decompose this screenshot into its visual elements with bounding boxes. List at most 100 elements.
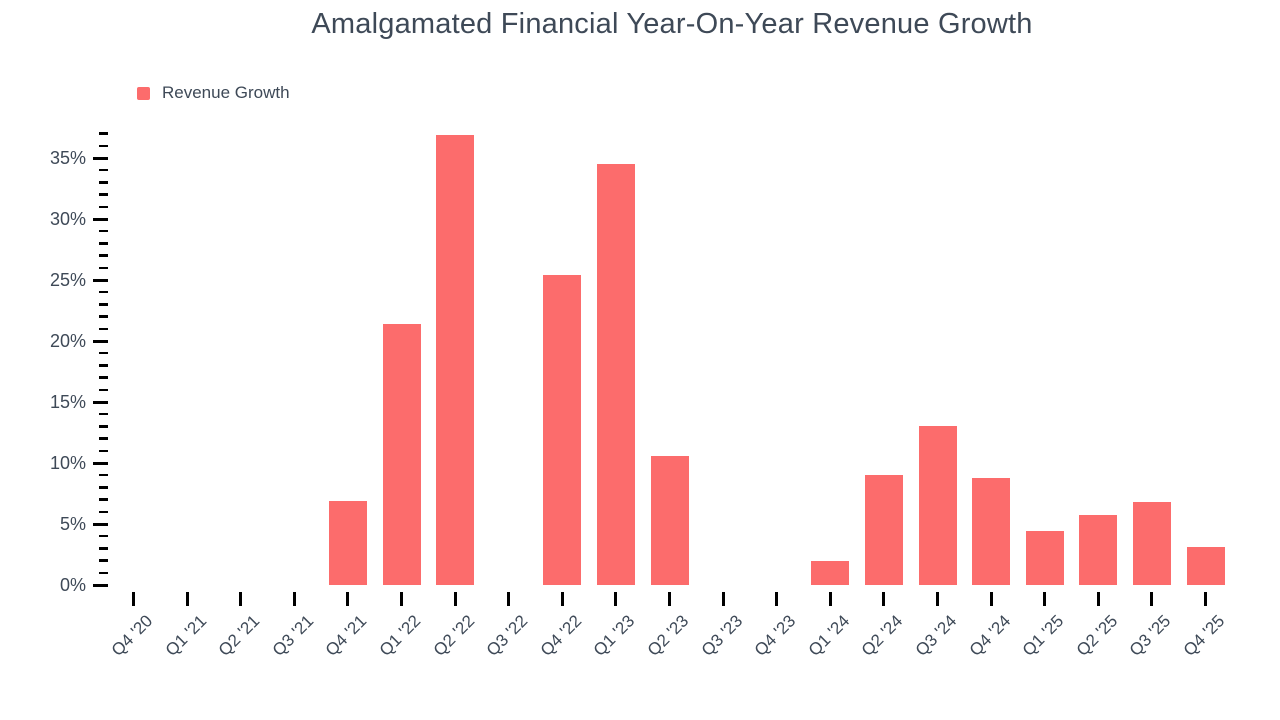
x-axis-tick [1150,592,1154,606]
y-axis-minor-tick [99,144,108,148]
x-axis-tick-label: Q1 '23 [590,611,639,660]
y-axis-tick-label: 0% [59,575,86,595]
y-axis-minor-tick [99,229,108,233]
bar [1186,547,1225,585]
x-axis-tick-label: Q2 '25 [1072,611,1122,660]
y-axis-minor-tick [99,181,108,184]
y-axis-minor-tick [99,376,108,379]
y-axis-major-tick [93,217,108,221]
x-axis-tick-label: Q4 '21 [322,611,371,660]
x-axis-tick-label: Q2 '22 [429,611,478,660]
chart-title: Amalgamated Financial Year-On-Year Reven… [311,8,1033,40]
x-axis-tick [132,592,135,606]
y-axis-major-tick [93,278,108,282]
y-axis-minor-tick [99,193,108,196]
bar [1079,515,1118,585]
y-axis-major-tick [93,339,108,343]
y-axis-tick-label: 10% [49,453,86,473]
y-axis-tick-label: 15% [49,392,86,412]
x-axis-tick-label: Q3 '21 [268,611,318,660]
y-axis-tick-label: 35% [49,148,86,168]
x-axis-tick-label: Q3 '22 [482,611,532,660]
bar [328,500,367,585]
x-axis-tick [989,592,993,606]
x-axis-tick-label: Q3 '23 [697,611,746,660]
x-axis-tick [185,592,189,606]
legend-swatch-icon [137,86,150,100]
bar [1025,531,1064,585]
x-axis-tick [1043,592,1047,606]
x-axis-tick-label: Q1 '22 [375,611,425,660]
y-axis-tick-label: 25% [49,270,86,290]
x-axis-tick-label: Q3 '25 [1126,611,1175,660]
x-axis-tick-label: Q4 '25 [1179,611,1229,660]
x-axis-tick [1096,592,1100,606]
bar [543,275,582,585]
y-axis-minor-tick [99,290,108,294]
y-axis-minor-tick [99,351,108,355]
y-axis-minor-tick [99,205,108,209]
y-axis-minor-tick [99,547,108,550]
bar [650,455,689,585]
bar [382,323,421,585]
x-axis-tick-label: Q2 '23 [643,611,693,660]
y-axis-minor-tick [99,486,108,489]
y-axis-minor-tick [99,242,108,245]
y-axis-major-tick [93,461,108,465]
bar [596,164,635,585]
bar [1132,502,1171,585]
legend[interactable]: Revenue Growth [137,83,290,103]
y-axis-major-tick [93,522,108,526]
y-axis-major-tick [93,583,108,587]
y-axis-tick-label: 5% [59,514,86,534]
x-axis-tick [614,592,618,606]
x-axis-tick-label: Q4 '23 [750,611,800,660]
x-axis-tick-label: Q1 '25 [1018,611,1068,660]
y-axis-minor-tick [99,510,108,514]
y-axis-minor-tick [99,388,108,392]
x-axis-tick-label: Q3 '24 [911,611,961,660]
x-axis-tick [775,592,779,606]
x-axis-tick-label: Q4 '22 [536,611,586,660]
y-axis-minor-tick [99,437,108,440]
bar [972,477,1011,585]
y-axis-minor-tick [99,473,108,477]
x-axis-tick [668,592,671,606]
x-axis-tick [346,592,350,606]
y-axis-minor-tick [99,449,108,453]
y-axis-minor-tick [99,498,108,501]
x-axis-tick-label: Q4 '20 [107,611,157,660]
y-axis-minor-tick [99,425,108,428]
y-axis-tick-label: 30% [49,209,86,229]
bar [436,134,475,585]
x-axis-tick [292,592,296,606]
bar [864,475,903,585]
legend-label: Revenue Growth [162,83,290,102]
y-axis-minor-tick [99,132,108,135]
x-axis-tick [239,592,243,606]
x-axis-tick [1204,592,1207,606]
y-axis-minor-tick [99,412,108,416]
y-axis-minor-tick [99,303,108,306]
x-axis-tick [936,592,939,606]
x-axis-tick-label: Q2 '21 [214,611,264,660]
x-axis-tick-label: Q4 '24 [965,611,1014,660]
x-axis-tick-label: Q2 '24 [858,611,907,660]
y-axis-minor-tick [99,266,108,270]
y-axis-tick-label: 20% [49,331,86,351]
x-axis-tick [507,592,511,606]
y-axis-major-tick [93,156,108,160]
x-axis-tick [882,592,886,606]
y-axis-major-tick [93,400,108,404]
x-axis-tick [400,592,403,606]
y-axis-minor-tick [99,168,108,172]
x-axis-tick [828,592,832,606]
x-axis-tick [721,592,725,606]
x-axis-tick-label: Q1 '21 [161,611,210,660]
bar [918,426,957,585]
bar [811,560,850,585]
y-axis-minor-tick [99,559,108,562]
x-axis-tick [560,592,564,606]
y-axis-minor-tick [99,534,108,538]
